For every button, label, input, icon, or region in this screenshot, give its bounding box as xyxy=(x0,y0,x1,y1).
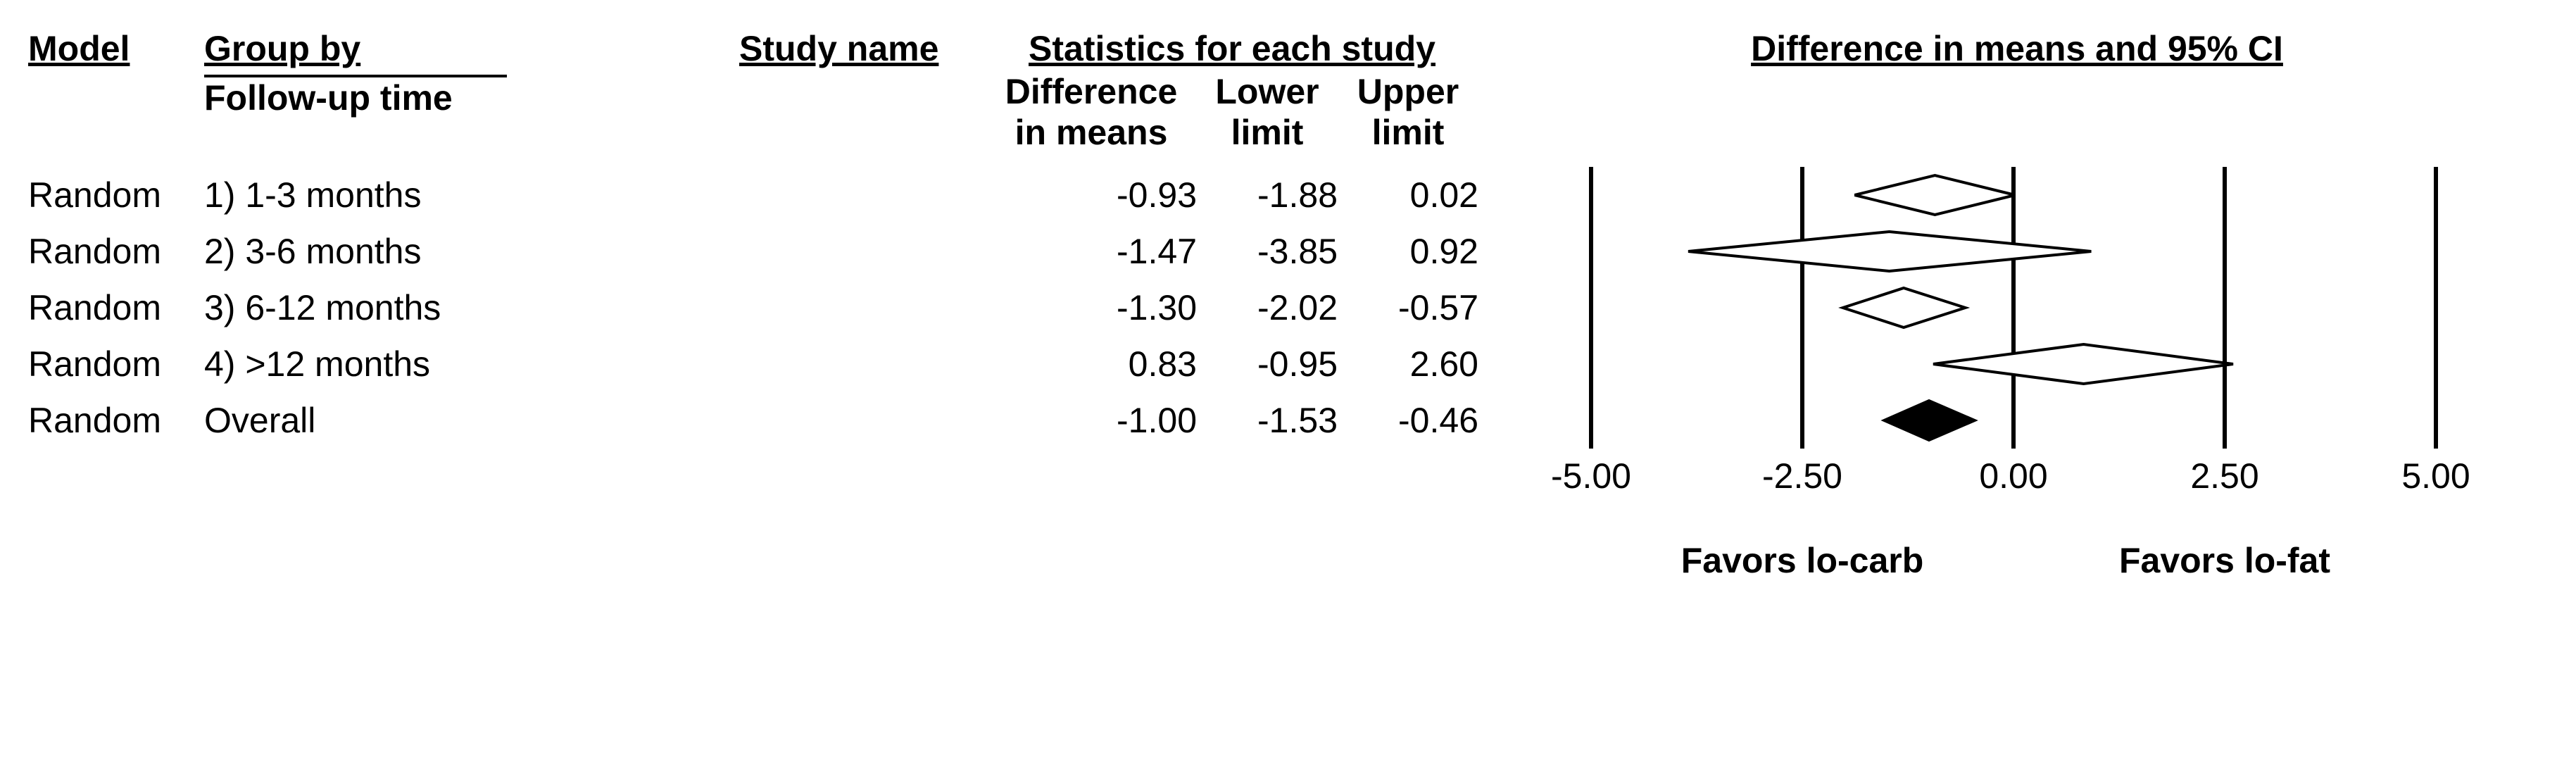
cell-model: Random xyxy=(28,344,204,384)
diamond xyxy=(1933,344,2233,384)
cell-lower: -2.02 xyxy=(1197,287,1338,328)
favors-left-label: Favors lo-carb xyxy=(1626,540,1978,581)
cell-group: 4) >12 months xyxy=(204,344,739,384)
header-group-block: Group by xyxy=(204,28,739,69)
cell-lower: -1.88 xyxy=(1197,175,1338,215)
cell-diff: -1.30 xyxy=(986,287,1197,328)
axis-labels-row: -5.00 -2.50 0.00 2.50 5.00 xyxy=(28,456,2548,498)
favors-right-label: Favors lo-fat xyxy=(2049,540,2401,581)
cell-upper: -0.46 xyxy=(1338,400,1478,441)
cell-upper: 0.02 xyxy=(1338,175,1478,215)
cell-lower: -0.95 xyxy=(1197,344,1338,384)
forest-plot: Model Group by Study name Statistics for… xyxy=(28,28,2548,582)
cell-model: Random xyxy=(28,231,204,272)
axis-tick-label: 5.00 xyxy=(2373,456,2499,496)
header-followup: Follow-up time xyxy=(204,77,739,118)
cell-diff: -1.00 xyxy=(986,400,1197,441)
cell-group: 1) 1-3 months xyxy=(204,175,739,215)
cell-lower: -3.85 xyxy=(1197,231,1338,272)
header-row: Model Group by Study name Statistics for… xyxy=(28,28,2548,69)
header-lower: Lowerlimit xyxy=(1197,72,1338,153)
diamond xyxy=(1688,232,2091,271)
header-model: Model xyxy=(28,28,204,69)
header-upper: Upperlimit xyxy=(1338,72,1478,153)
axis-tick-label: 0.00 xyxy=(1950,456,2077,496)
header-diff-in-means: Differencein means xyxy=(986,72,1197,153)
sub-header-row: Follow-up time Differencein means Lowerl… xyxy=(28,72,2548,153)
cell-model: Random xyxy=(28,400,204,441)
diamond xyxy=(1843,288,1966,327)
diamond xyxy=(1854,175,2015,215)
header-group-by: Group by xyxy=(204,28,739,69)
cell-upper: 2.60 xyxy=(1338,344,1478,384)
cell-diff: 0.83 xyxy=(986,344,1197,384)
favors-row: Favors lo-carb Favors lo-fat xyxy=(28,540,2548,582)
cell-lower: -1.53 xyxy=(1197,400,1338,441)
header-chart: Difference in means and 95% CI xyxy=(1514,28,2520,69)
data-rows: Random1) 1-3 months-0.93-1.880.02Random2… xyxy=(28,167,2548,449)
cell-upper: -0.57 xyxy=(1338,287,1478,328)
favors-container: Favors lo-carb Favors lo-fat xyxy=(1514,540,2520,582)
axis-tick-label: 2.50 xyxy=(2161,456,2288,496)
header-followup-block: Follow-up time xyxy=(204,72,739,118)
axis-tick-label: -2.50 xyxy=(1739,456,1866,496)
diamond-overall xyxy=(1884,401,1974,440)
cell-group: 3) 6-12 months xyxy=(204,287,739,328)
cell-diff: -0.93 xyxy=(986,175,1197,215)
sub-header-stats: Differencein means Lowerlimit Upperlimit xyxy=(986,72,1514,153)
header-stats: Statistics for each study xyxy=(986,28,1514,69)
cell-group: 2) 3-6 months xyxy=(204,231,739,272)
cell-group: Overall xyxy=(204,400,739,441)
cell-model: Random xyxy=(28,287,204,328)
axis-tick-label: -5.00 xyxy=(1528,456,1654,496)
forest-chart-svg xyxy=(1514,167,2520,449)
cell-upper: 0.92 xyxy=(1338,231,1478,272)
header-ci-title: Difference in means and 95% CI xyxy=(1514,28,2520,69)
cell-diff: -1.47 xyxy=(986,231,1197,272)
cell-model: Random xyxy=(28,175,204,215)
axis-labels: -5.00 -2.50 0.00 2.50 5.00 xyxy=(1514,456,2520,498)
header-stats-title: Statistics for each study xyxy=(986,28,1478,69)
header-study-name: Study name xyxy=(739,28,986,69)
